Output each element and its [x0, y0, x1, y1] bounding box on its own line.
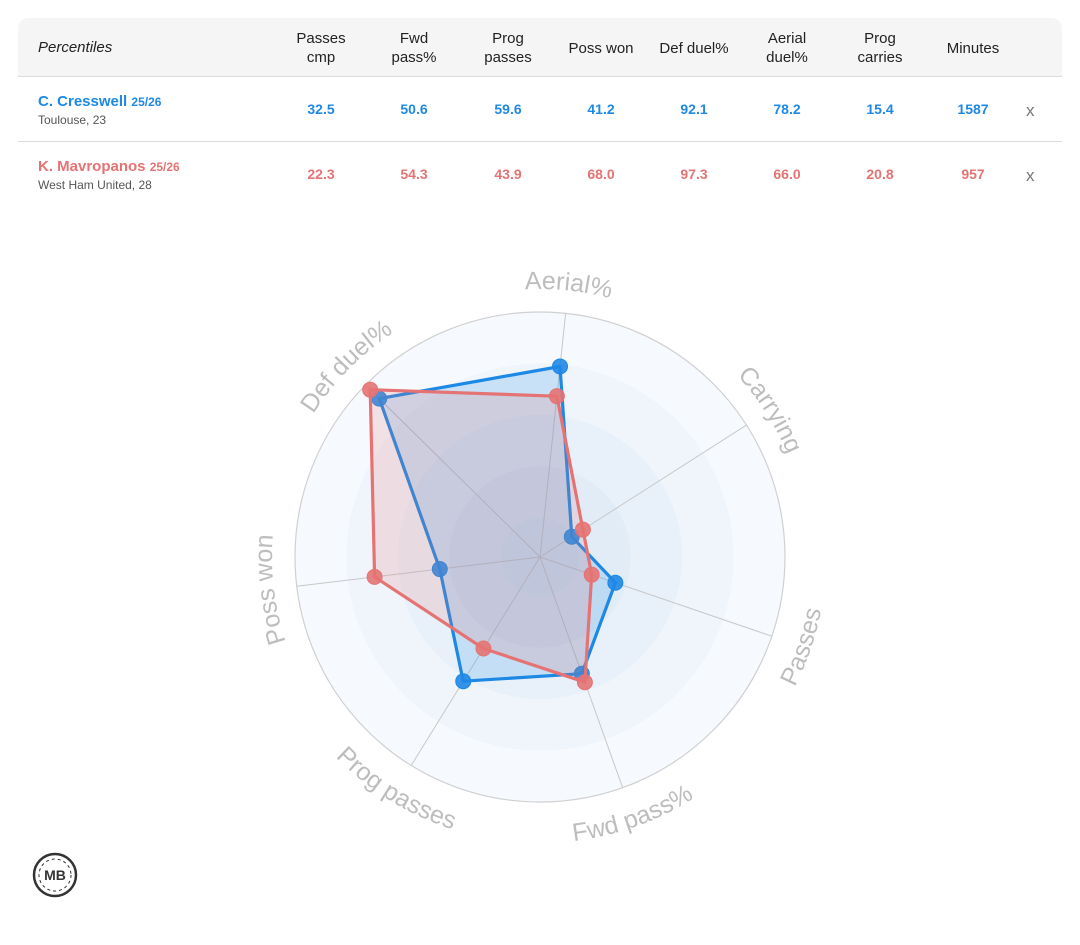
value-prog-passes: 59.6 — [494, 101, 522, 117]
table-title: Percentiles — [38, 39, 113, 56]
col-header-aerial-duel: Aerial duel% — [766, 30, 808, 66]
radar-point — [366, 568, 383, 585]
remove-player-button[interactable]: x — [1026, 101, 1035, 120]
radar-axis-label-text: Aerial% — [524, 267, 615, 304]
radar-spokes — [296, 313, 773, 788]
value-def-duel: 92.1 — [680, 101, 708, 117]
radar-point — [583, 566, 600, 583]
radar-spoke — [539, 313, 567, 558]
value-poss-won: 68.0 — [587, 166, 615, 182]
radar-point — [362, 381, 379, 398]
radar-point — [607, 574, 624, 591]
value-minutes: 957 — [961, 166, 985, 182]
value-prog-carries: 20.8 — [866, 166, 894, 182]
col-header-minutes: Minutes — [946, 40, 1000, 57]
col-header-def-duel: Def duel% — [659, 40, 729, 57]
radar-axis-label-text: Poss won — [250, 534, 292, 649]
radar-point — [563, 528, 580, 545]
radar-series-1 — [362, 381, 600, 691]
radar-point — [576, 674, 593, 691]
radar-spoke — [296, 556, 541, 587]
percentiles-table: Percentiles Passes cmp Fwd pass% Prog pa… — [18, 18, 1062, 206]
value-passes-cmp: 22.3 — [307, 166, 335, 182]
col-header-prog-carries: Prog carries — [857, 30, 903, 66]
value-def-duel: 97.3 — [680, 166, 708, 182]
radar-axis-label: Passes — [775, 605, 827, 690]
radar-point — [475, 640, 492, 657]
radar-spoke — [365, 384, 541, 558]
value-fwd-pass: 54.3 — [400, 166, 428, 182]
radar-spoke — [539, 556, 773, 637]
col-header-prog-passes: Prog passes — [484, 30, 532, 66]
radar-series-polygon — [377, 364, 618, 683]
col-header-passes-cmp: Passes cmp — [296, 30, 346, 66]
radar-series-0 — [371, 358, 624, 690]
radar-axis-label: Poss won — [250, 534, 292, 649]
logo-text: MB — [44, 867, 66, 883]
value-minutes: 1587 — [957, 101, 989, 117]
value-passes-cmp: 32.5 — [307, 101, 335, 117]
player-season: 25/26 — [131, 95, 162, 109]
value-aerial-duel: 66.0 — [773, 166, 801, 182]
player-row-mavropanos: K. Mavropanos 25/26 West Ham United, 28 … — [18, 142, 1062, 206]
value-poss-won: 41.2 — [587, 101, 615, 117]
radar-axis-label: Aerial% — [524, 267, 615, 304]
radar-spoke — [410, 556, 541, 766]
player-row-cresswell: C. Cresswell 25/26 Toulouse, 23 32.5 50.… — [18, 77, 1062, 142]
player-club-age: Toulouse, 23 — [38, 113, 107, 127]
table-header: Percentiles Passes cmp Fwd pass% Prog pa… — [18, 18, 1062, 77]
value-fwd-pass: 50.6 — [400, 101, 428, 117]
radar-point — [548, 388, 565, 405]
radar-axis-label-text: Passes — [775, 605, 827, 690]
player-name-text: C. Cresswell — [38, 93, 128, 110]
radar-series — [362, 358, 624, 691]
player-name-text: K. Mavropanos — [38, 158, 146, 175]
col-header-poss-won: Poss won — [568, 40, 634, 57]
radar-point — [431, 561, 448, 578]
remove-player-button[interactable]: x — [1026, 166, 1035, 185]
value-prog-carries: 15.4 — [866, 101, 894, 117]
player-club-age: West Ham United, 28 — [38, 178, 152, 192]
player-season: 25/26 — [149, 160, 180, 174]
player-name[interactable]: K. Mavropanos 25/26 — [38, 158, 180, 175]
col-header-fwd-pass: Fwd pass% — [391, 30, 437, 66]
radar-point — [455, 673, 472, 690]
value-prog-passes: 43.9 — [494, 166, 522, 182]
radar-point — [552, 358, 569, 375]
radar-point — [574, 521, 591, 538]
mb-logo: MB — [32, 852, 78, 898]
player-name[interactable]: C. Cresswell 25/26 — [38, 93, 161, 110]
value-aerial-duel: 78.2 — [773, 101, 801, 117]
